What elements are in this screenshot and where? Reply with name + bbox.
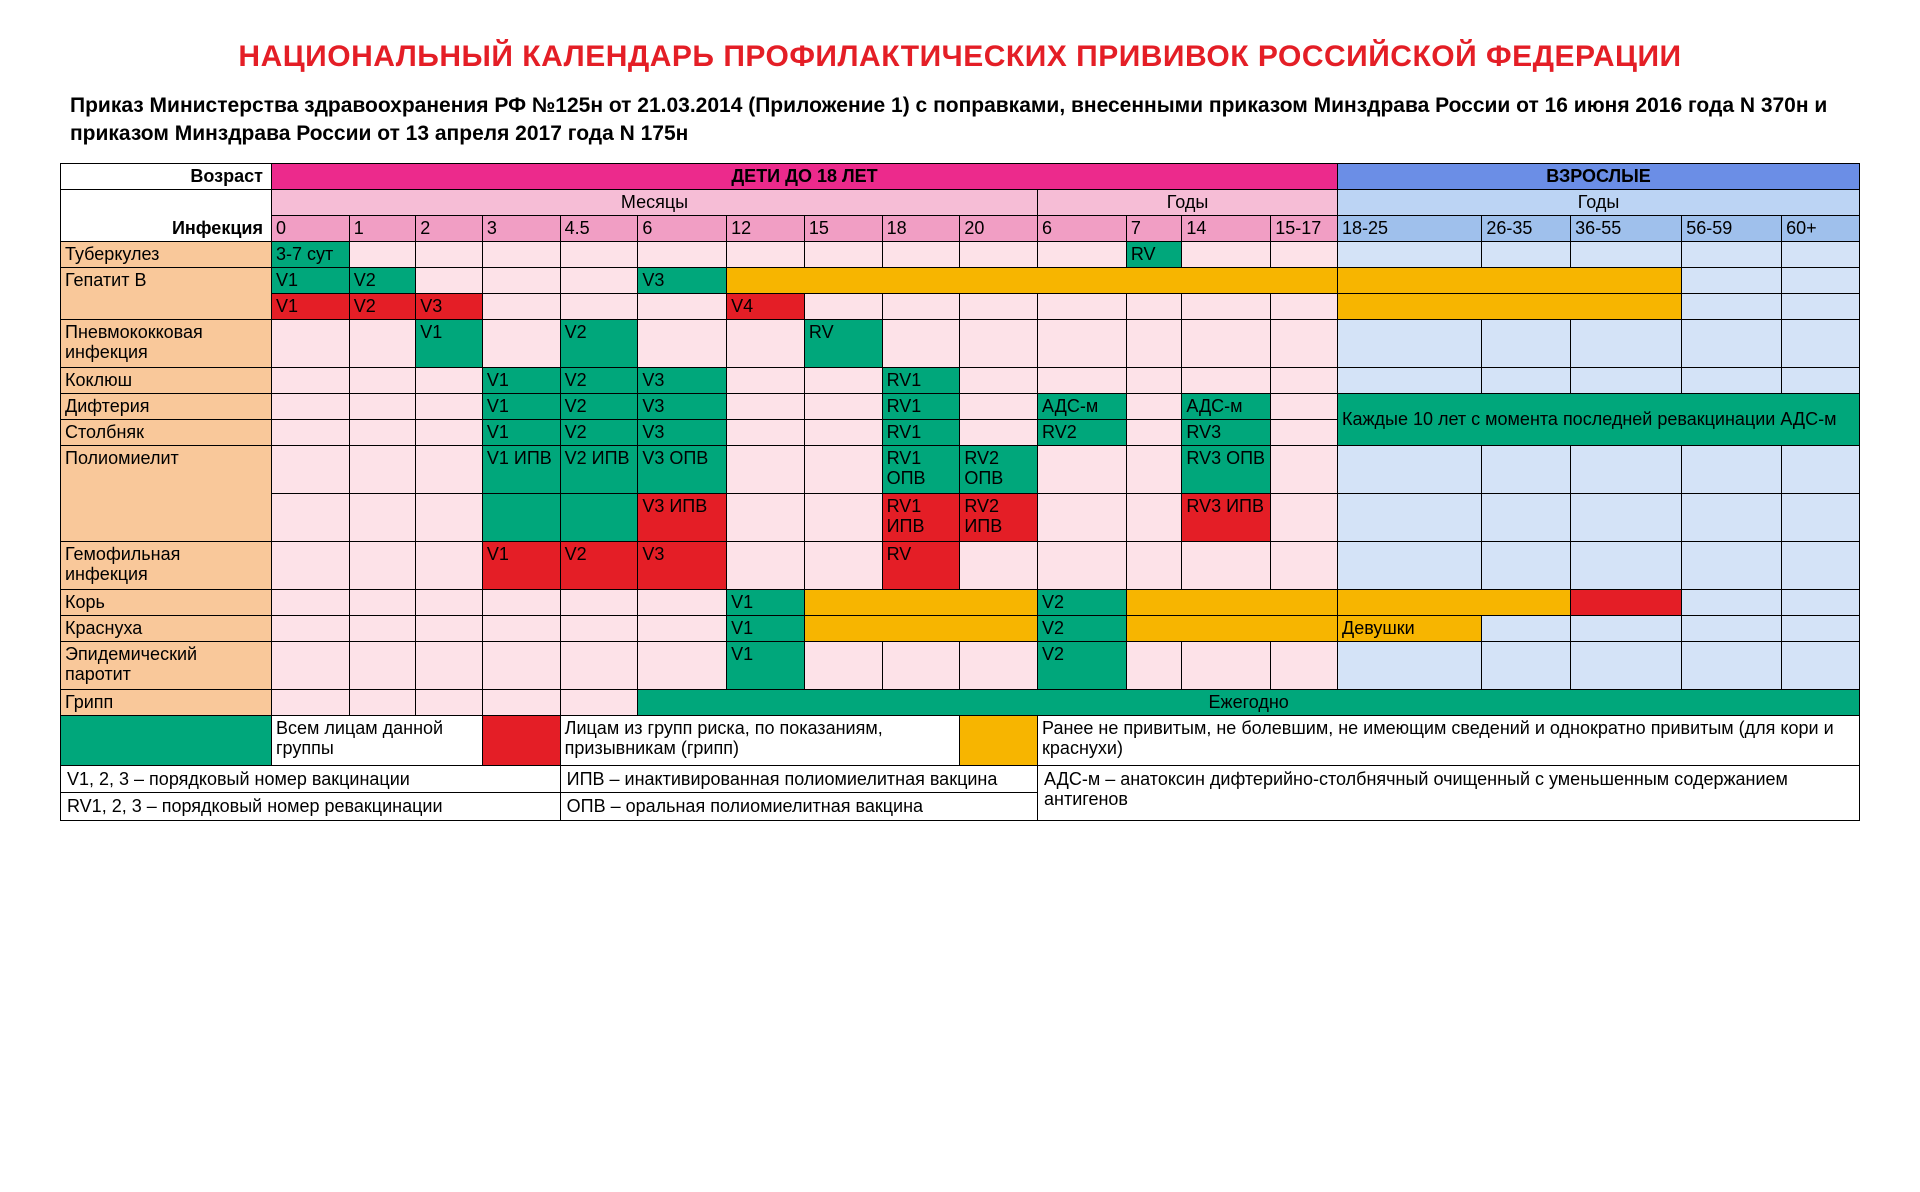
abbrev-row-1: V1, 2, 3 – порядковый номер вакцинации И…	[61, 765, 1860, 793]
legend-green-text: Всем лицам данной группы	[271, 715, 482, 765]
row-pneumo: Пневмококковая инфекция V1 V2 RV	[61, 319, 1860, 367]
legend-yellow-box	[960, 715, 1038, 765]
row-hepb-1: Гепатит B V1 V2 V3	[61, 267, 1860, 293]
hdr-children: ДЕТИ ДО 18 ЛЕТ	[271, 163, 1337, 189]
row-pertussis: Коклюш V1 V2 V3 RV1	[61, 367, 1860, 393]
row-polio-1: Полиомиелит V1 ИПВ V2 ИПВ V3 ОПВ RV1 ОПВ…	[61, 445, 1860, 493]
legend-green-box	[61, 715, 272, 765]
legend-yellow-text: Ранее не привитым, не болевшим, не имеющ…	[1038, 715, 1860, 765]
hdr-months: Месяцы	[271, 189, 1037, 215]
legend-row: Всем лицам данной группы Лицам из групп …	[61, 715, 1860, 765]
row-hib: Гемофильная инфекция V1 V2 V3 RV	[61, 541, 1860, 589]
row-measles: Корь V1 V2	[61, 589, 1860, 615]
hdr-age: Возраст	[61, 163, 272, 189]
vaccination-schedule-table: Возраст ДЕТИ ДО 18 ЛЕТ ВЗРОСЛЫЕ Инфекция…	[60, 163, 1860, 821]
row-diphtheria: Дифтерия V1 V2 V3 RV1 АДС-м АДС-м Каждые…	[61, 393, 1860, 419]
hdr-years-adult: Годы	[1338, 189, 1860, 215]
page-title: НАЦИОНАЛЬНЫЙ КАЛЕНДАРЬ ПРОФИЛАКТИЧЕСКИХ …	[60, 40, 1860, 74]
hdr-infection: Инфекция	[61, 189, 272, 241]
hdr-adults: ВЗРОСЛЫЕ	[1338, 163, 1860, 189]
hdr-years-child: Годы	[1038, 189, 1338, 215]
row-polio-2: V3 ИПВ RV1 ИПВ RV2 ИПВ RV3 ИПВ	[61, 493, 1860, 541]
legend-red-text: Лицам из групп риска, по показаниям, при…	[560, 715, 960, 765]
subtitle: Приказ Министерства здравоохранения РФ №…	[70, 92, 1860, 149]
row-tb: Туберкулез 3-7 сут RV	[61, 241, 1860, 267]
row-mumps: Эпидемический паротит V1 V2	[61, 641, 1860, 689]
row-flu: Грипп Ежегодно	[61, 689, 1860, 715]
row-hepb-2: V1 V2 V3 V4	[61, 293, 1860, 319]
row-rubella: Краснуха V1 V2 Девушки	[61, 615, 1860, 641]
legend-red-box	[482, 715, 560, 765]
